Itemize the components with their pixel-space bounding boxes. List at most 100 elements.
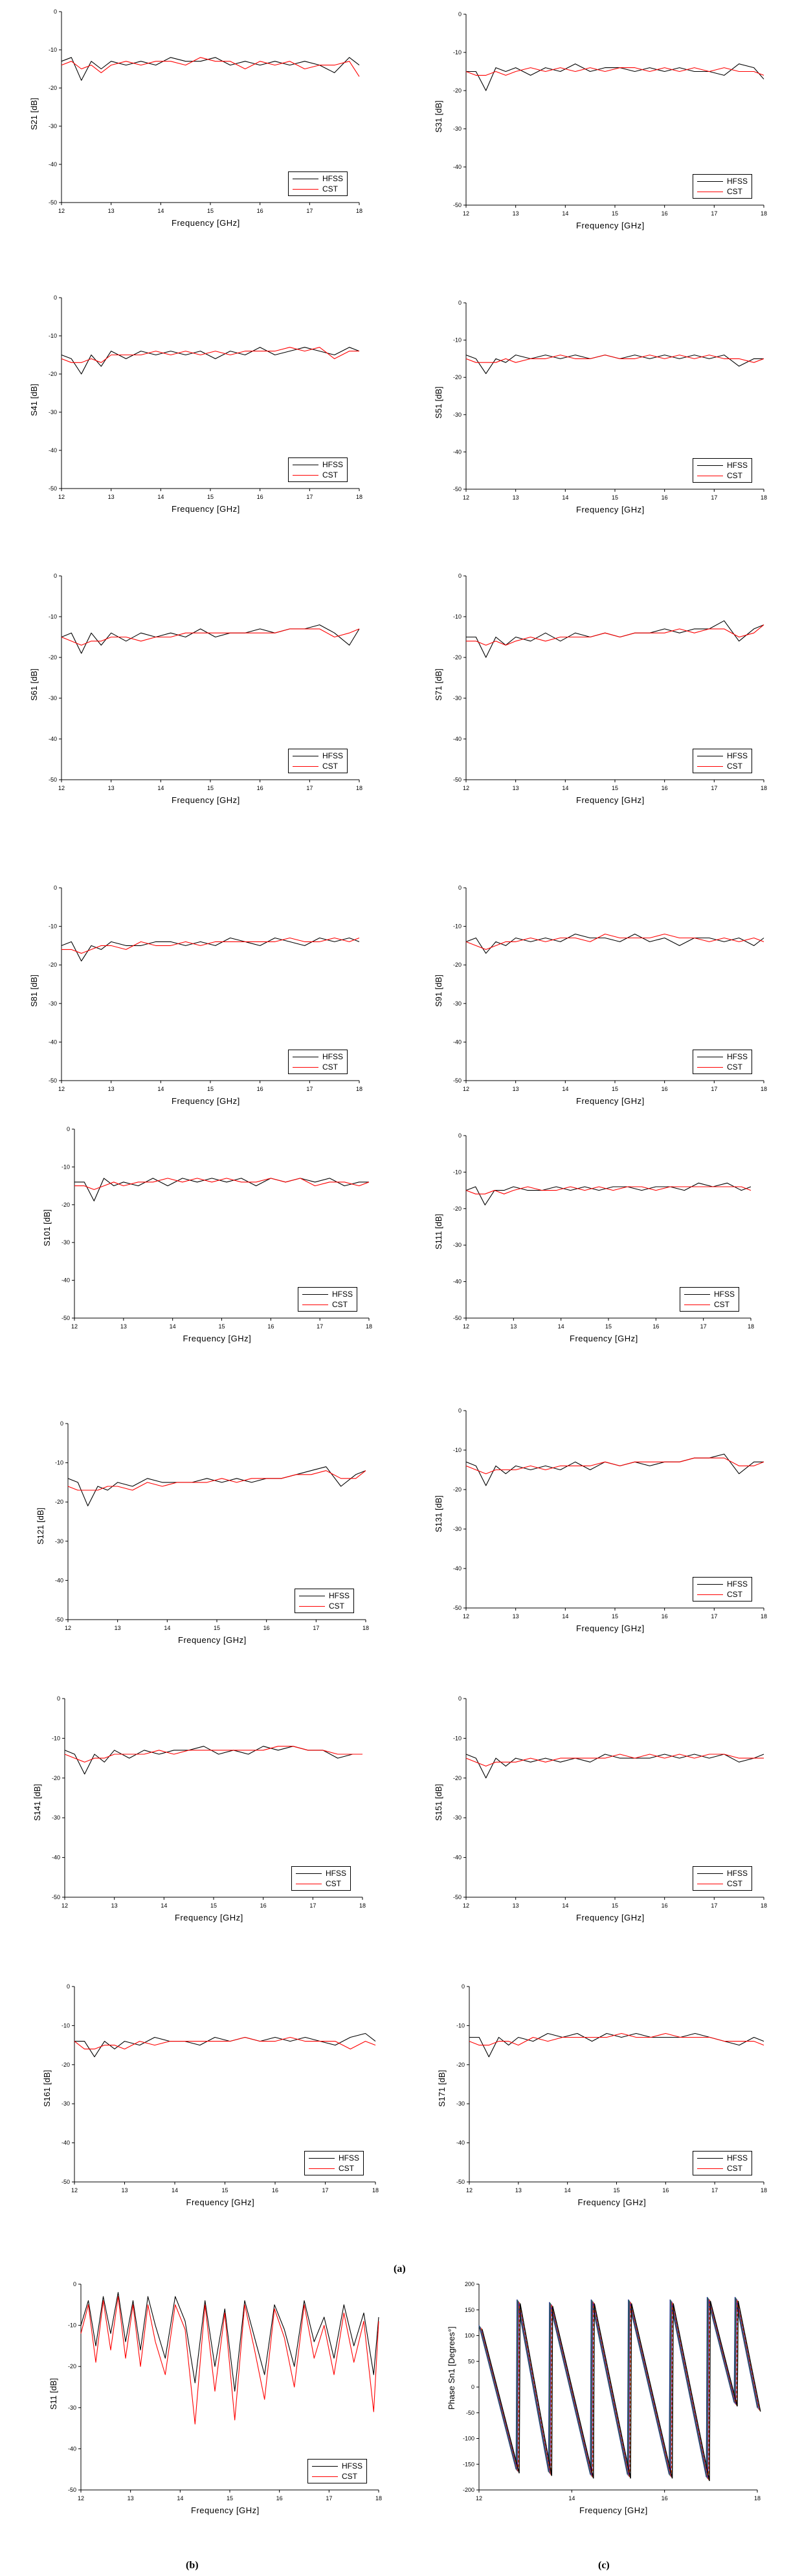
- y-tick-label: -40: [456, 2140, 465, 2146]
- legend-label: CST: [727, 762, 742, 771]
- legend-entry: CST: [697, 2163, 748, 2174]
- y-tick-label: 200: [465, 2281, 474, 2287]
- phase-series-line: [479, 2298, 759, 2478]
- y-tick-label: -10: [453, 923, 462, 930]
- y-axis-label: S31 [dB]: [434, 100, 443, 133]
- y-tick-label: 0: [458, 11, 462, 17]
- chart-panel-phase: 200 150 100 50 0 -50 -100 -150 -200 12 14 16 18 Phase…: [440, 2278, 770, 2529]
- phase-series-line: [480, 2300, 761, 2480]
- y-tick-label: -10: [49, 333, 57, 339]
- x-tick-label: 13: [510, 1323, 517, 1330]
- y-tick-label: -10: [453, 49, 462, 56]
- legend-label: HFSS: [332, 1290, 353, 1299]
- legend-swatch: [697, 1583, 723, 1585]
- x-tick-label: 12: [463, 1323, 469, 1330]
- chart-panel-s171: 0 -10 -20 -30 -40 -50 12 13 14 15 16 17 18 S171 [dB] F…: [430, 1980, 777, 2221]
- x-tick-label: 12: [58, 494, 65, 500]
- x-tick-label: 15: [227, 2495, 233, 2502]
- x-tick-label: 18: [356, 785, 362, 791]
- legend-label: HFSS: [727, 2153, 748, 2163]
- y-tick-label: -40: [49, 447, 57, 454]
- y-axis-label: S81 [dB]: [29, 974, 39, 1007]
- y-tick-label: 0: [57, 1695, 60, 1702]
- x-tick-label: 18: [761, 1086, 767, 1092]
- legend-swatch: [312, 2465, 338, 2467]
- x-tick-label: 13: [108, 494, 115, 500]
- legend-entry: HFSS: [293, 1051, 343, 1062]
- legend-label: HFSS: [339, 2153, 360, 2163]
- y-tick-label: -30: [68, 2405, 76, 2411]
- x-tick-label: 13: [121, 2187, 128, 2194]
- y-tick-label: -20: [61, 2062, 70, 2068]
- x-tick-label: 15: [207, 785, 214, 791]
- x-axis-label: Frequency [GHz]: [579, 2505, 648, 2515]
- x-tick-label: 13: [515, 2187, 522, 2194]
- y-tick-label: -10: [453, 1447, 462, 1453]
- x-axis-label: Frequency [GHz]: [577, 2197, 647, 2207]
- legend-swatch: [293, 1066, 318, 1068]
- chart-panel-s71: 0 -10 -20 -30 -40 -50 12 13 14 15 16 17 18 S71 [dB] Fr…: [427, 569, 777, 819]
- y-tick-label: -40: [61, 1277, 70, 1284]
- x-axis-label: Frequency [GHz]: [570, 1334, 638, 1343]
- x-tick-label: 13: [108, 208, 115, 214]
- y-tick-label: 0: [54, 294, 57, 301]
- series-line-cst: [67, 1470, 366, 1491]
- legend-label: CST: [322, 470, 338, 479]
- y-tick-label: -50: [466, 2410, 474, 2416]
- x-tick-label: 12: [58, 208, 65, 214]
- series-line-cst: [466, 624, 764, 646]
- y-tick-label: -30: [453, 1000, 462, 1007]
- y-tick-label: -10: [453, 1169, 462, 1175]
- x-tick-label: 18: [359, 1902, 366, 1909]
- x-tick-label: 17: [322, 2187, 328, 2194]
- x-tick-label: 12: [65, 1625, 71, 1631]
- x-tick-label: 16: [662, 210, 668, 217]
- y-tick-label: -40: [453, 448, 462, 455]
- x-tick-label: 14: [177, 2495, 183, 2502]
- legend-label: CST: [329, 1602, 344, 1611]
- y-tick-label: -10: [55, 1460, 63, 1466]
- x-tick-label: 17: [711, 785, 717, 791]
- y-tick-label: -50: [68, 2487, 76, 2493]
- x-tick-label: 15: [207, 494, 214, 500]
- x-tick-label: 13: [513, 494, 519, 501]
- series-line-cst: [64, 1746, 362, 1763]
- legend-label: HFSS: [326, 1869, 347, 1878]
- x-tick-label: 17: [711, 1902, 717, 1909]
- legend-label: HFSS: [714, 1290, 735, 1299]
- x-tick-label: 12: [463, 785, 469, 791]
- legend-entry: HFSS: [697, 2153, 748, 2163]
- legend-entry: CST: [296, 1878, 346, 1889]
- legend-entry: CST: [697, 761, 748, 771]
- legend-label: CST: [322, 1062, 338, 1072]
- x-axis-label: Frequency [GHz]: [576, 1913, 645, 1922]
- x-tick-label: 18: [748, 1323, 754, 1330]
- legend-label: CST: [727, 1590, 742, 1599]
- x-tick-label: 13: [108, 785, 115, 791]
- y-axis-label: S71 [dB]: [434, 668, 443, 701]
- y-tick-label: 0: [54, 8, 57, 15]
- legend-label: HFSS: [727, 177, 748, 186]
- series-line-cst: [465, 67, 764, 76]
- x-tick-label: 16: [263, 1625, 270, 1631]
- x-tick-label: 15: [612, 1902, 618, 1909]
- series-line-cst: [80, 2296, 379, 2425]
- x-tick-label: 14: [157, 208, 164, 214]
- legend-label: CST: [727, 1879, 742, 1888]
- series-line-cst: [465, 1754, 764, 1767]
- x-tick-label: 18: [761, 494, 767, 501]
- x-tick-label: 16: [267, 1323, 274, 1330]
- legend-entry: HFSS: [296, 1868, 346, 1878]
- legend-swatch: [697, 2157, 723, 2159]
- y-tick-label: -30: [61, 1239, 70, 1246]
- y-tick-label: -40: [52, 1855, 60, 1861]
- legend-entry: HFSS: [697, 751, 748, 761]
